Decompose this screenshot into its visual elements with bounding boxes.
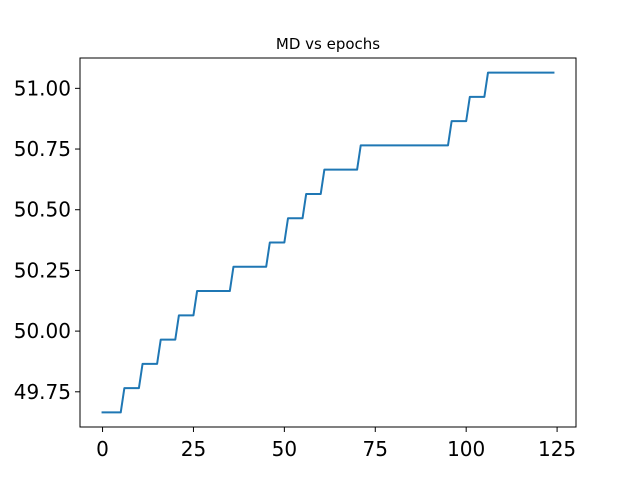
y-tick-label: 51.00: [14, 76, 71, 100]
y-tick-label: 49.75: [14, 380, 71, 404]
x-axis: 0 25 50 75 100 125: [96, 427, 576, 461]
x-tick-label: 100: [447, 437, 485, 461]
y-tick-label: 50.25: [14, 258, 71, 282]
x-tick-label: 75: [363, 437, 388, 461]
y-tick-label: 50.50: [14, 198, 71, 222]
x-tick-label: 25: [181, 437, 206, 461]
x-tick-label: 125: [538, 437, 576, 461]
x-tick-label: 0: [96, 437, 109, 461]
x-tick-label: 50: [272, 437, 297, 461]
chart-title: MD vs epochs: [276, 35, 380, 53]
y-tick-label: 50.00: [14, 319, 71, 343]
series-line-0: [101, 71, 555, 414]
plot-area: [101, 71, 555, 414]
y-tick-label: 50.75: [14, 137, 71, 161]
axes-frame: [79, 57, 577, 428]
y-axis: 49.75 50.00 50.25 50.50 50.75 51.00: [14, 76, 80, 404]
